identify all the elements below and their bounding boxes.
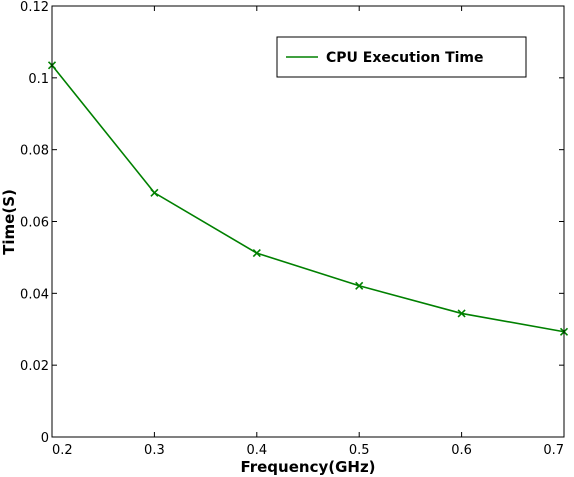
y-tick-label: 0.12	[20, 0, 49, 15]
series-line	[51, 64, 565, 333]
x-tick-label: 0.4	[246, 443, 267, 458]
plot-area-frame	[51, 5, 565, 438]
y-tick-label: 0.1	[28, 72, 49, 87]
data-point-marker	[355, 281, 364, 290]
legend: CPU Execution Time	[276, 36, 527, 78]
y-tick-label: 0.06	[20, 216, 49, 231]
x-tick-label: 0.7	[543, 443, 564, 458]
y-tick-label: 0.08	[20, 144, 49, 159]
y-axis-ticks: 0 0.02 0.04 0.06 0.08 0.1 0.12	[20, 0, 564, 446]
legend-series-label: CPU Execution Time	[326, 50, 484, 66]
x-tick-label: 0.3	[144, 443, 165, 458]
data-point-marker	[252, 249, 261, 258]
x-axis-label: Frequency(GHz)	[240, 458, 375, 476]
y-tick-label: 0.04	[20, 287, 49, 302]
legend-box	[276, 36, 527, 78]
x-axis-ticks: 0.2 0.3 0.4 0.5 0.6 0.7	[51, 6, 565, 458]
x-tick-label: 0.5	[349, 443, 370, 458]
y-tick-label: 0.02	[20, 359, 49, 374]
y-tick-label: 0	[41, 431, 49, 446]
y-axis-label: Time(S)	[0, 189, 18, 255]
x-tick-label: 0.6	[451, 443, 472, 458]
series-layer	[47, 61, 569, 336]
x-tick-label: 0.2	[52, 443, 73, 458]
data-point-marker	[150, 188, 159, 197]
data-point-marker	[457, 309, 466, 318]
